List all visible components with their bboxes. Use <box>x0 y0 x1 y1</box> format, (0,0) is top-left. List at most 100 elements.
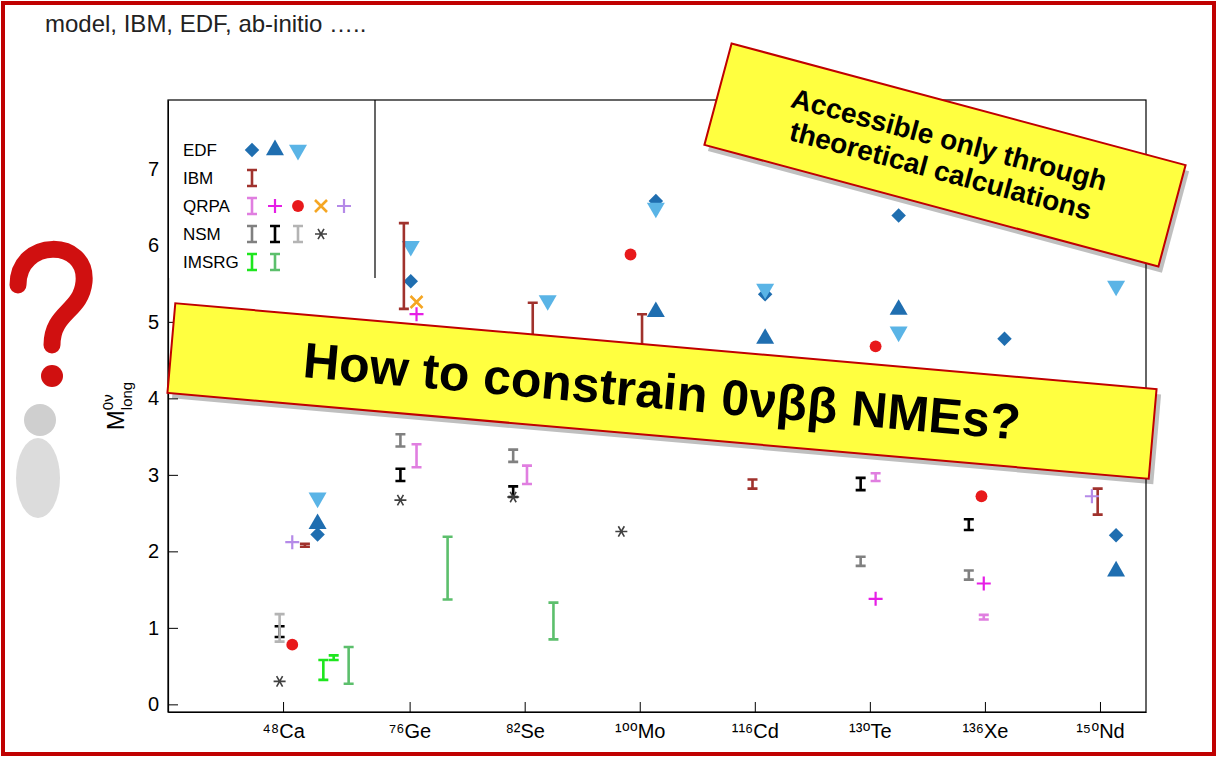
point <box>404 274 418 288</box>
question-figure <box>16 249 84 518</box>
y-tick-label: 4 <box>148 387 159 409</box>
point <box>997 331 1011 345</box>
legend-label: NSM <box>183 225 221 244</box>
x-tick: ¹⁵⁰Nd <box>1076 702 1125 742</box>
point <box>507 492 519 502</box>
error-bar <box>443 537 453 600</box>
series <box>318 655 338 679</box>
x-tick-mark <box>985 702 986 712</box>
series <box>275 614 285 642</box>
y-title-main: M <box>102 410 129 430</box>
y-axis-title: M0νlong <box>99 382 135 430</box>
banner-question: How to constrain 0νββ NMEs? <box>167 303 1162 484</box>
error-bar <box>856 478 866 490</box>
x-tick: ⁷⁶Ge <box>389 702 431 742</box>
x-tick: ⁸²Se <box>505 702 545 742</box>
legend-symbol <box>268 199 282 213</box>
error-bar <box>1093 489 1103 515</box>
x-tick-label: ¹³⁶Xe <box>962 720 1008 742</box>
x-axis: ⁴⁸Ca⁷⁶Ge⁸²Se¹⁰⁰Mo¹¹⁶Cd¹³⁰Te¹³⁶Xe¹⁵⁰Nd <box>169 702 1147 742</box>
point <box>410 307 424 321</box>
x-tick-label: ¹¹⁶Cd <box>732 720 779 742</box>
legend-label: IMSRG <box>183 253 239 272</box>
slide-frame <box>3 3 1214 754</box>
banner-box <box>167 303 1156 479</box>
point <box>411 296 423 308</box>
x-tick-mark <box>870 702 871 712</box>
legend-symbol <box>337 199 351 213</box>
error-bar <box>871 473 881 481</box>
point <box>1109 528 1123 542</box>
legend-symbol <box>270 226 280 242</box>
series <box>285 489 1099 549</box>
legend-symbol <box>315 200 327 212</box>
question-dot <box>41 365 63 387</box>
x-tick: ¹³⁰Te <box>849 702 891 742</box>
legend-symbol <box>247 226 257 242</box>
point <box>394 495 406 505</box>
figure-body <box>16 438 60 518</box>
point <box>890 327 908 343</box>
y-tick: 2 <box>148 540 178 562</box>
point <box>1107 561 1125 577</box>
y-tick: 1 <box>148 617 178 639</box>
point <box>1107 281 1125 297</box>
error-bar <box>508 450 518 462</box>
error-bar <box>747 479 757 488</box>
y-tick-label: 1 <box>148 617 159 639</box>
point <box>539 295 557 311</box>
legend-symbol <box>245 143 259 157</box>
x-tick-mark <box>283 702 284 712</box>
x-tick-label: ⁸²Se <box>505 720 545 742</box>
error-bar <box>856 557 866 566</box>
y-tick-label: 5 <box>148 311 159 333</box>
x-tick-label: ¹⁵⁰Nd <box>1076 720 1125 742</box>
point <box>309 513 327 529</box>
legend-border <box>374 100 375 278</box>
point <box>647 302 665 318</box>
legend-symbol <box>247 198 257 214</box>
x-tick-label: ⁷⁶Ge <box>389 720 431 742</box>
banner-text: Accessible only throughtheoretical calcu… <box>780 83 1110 228</box>
legend-label: IBM <box>183 169 213 188</box>
series <box>412 444 989 619</box>
point <box>977 576 991 590</box>
x-tick-mark <box>525 702 526 712</box>
y-tick-mark <box>168 551 178 552</box>
error-bar <box>318 660 328 680</box>
point <box>309 493 327 509</box>
series <box>275 469 974 637</box>
point <box>625 249 637 261</box>
figure-head <box>24 404 56 436</box>
x-tick: ¹¹⁶Cd <box>732 702 779 742</box>
banner-box <box>704 43 1185 266</box>
y-axis-line <box>168 101 169 713</box>
point <box>890 299 908 315</box>
x-tick-mark <box>1100 702 1101 712</box>
legend: EDFIBMQRPANSMIMSRG <box>169 100 375 278</box>
error-bar <box>329 655 339 660</box>
error-bar <box>399 223 409 309</box>
error-bar <box>412 444 422 467</box>
point <box>310 527 324 541</box>
error-bar <box>522 466 532 484</box>
legend-symbol <box>247 254 257 270</box>
y-tick-mark <box>168 704 178 705</box>
point <box>274 676 286 686</box>
point <box>756 284 774 300</box>
x-axis-line <box>169 712 1147 713</box>
point <box>285 535 299 549</box>
x-tick-label: ¹⁰⁰Mo <box>615 720 665 742</box>
y-tick-label: 3 <box>148 464 159 486</box>
legend-symbol <box>289 145 307 161</box>
x-tick-mark <box>640 702 641 712</box>
point <box>891 208 905 222</box>
legend-symbol <box>292 200 304 212</box>
point <box>647 203 665 219</box>
legend-background <box>169 101 375 278</box>
error-bar <box>275 614 285 642</box>
point <box>976 490 988 502</box>
error-bar <box>395 434 405 446</box>
y-title-sup: 0ν <box>99 394 116 410</box>
legend-symbol <box>293 226 303 242</box>
